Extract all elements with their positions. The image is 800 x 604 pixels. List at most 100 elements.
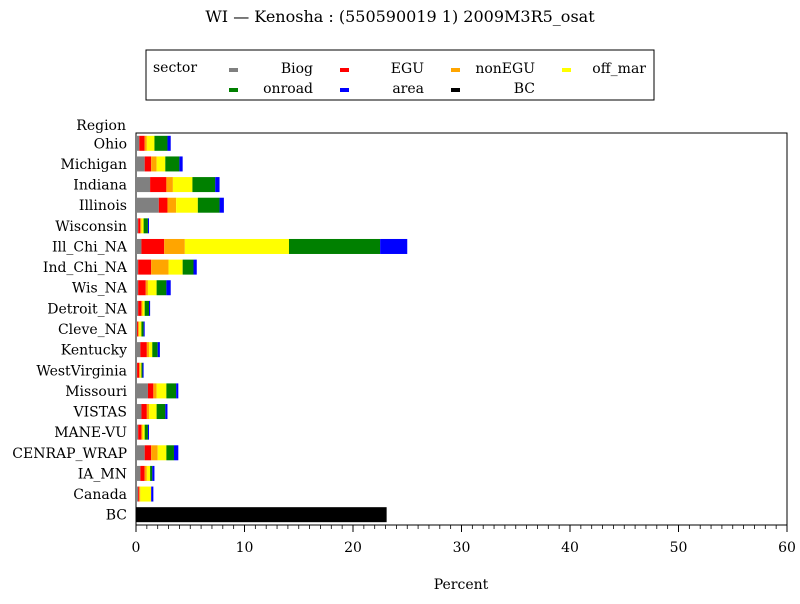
bar-westvirginia-off-mar (140, 362, 142, 378)
bar-canada-nonegu (139, 486, 141, 502)
x-tick-label-30: 30 (453, 540, 471, 556)
bar-illinois-egu (158, 197, 168, 213)
bar-ia-mn-egu (140, 465, 145, 481)
chart-title: WI — Kenosha : (550590019 1) 2009M3R5_os… (205, 7, 595, 26)
bar-canada-area (151, 486, 154, 502)
x-tick-label-20: 20 (344, 540, 362, 556)
bar-wis-na-egu (138, 280, 146, 296)
bar-vistas-biog (136, 404, 142, 420)
y-axis-label: Region (76, 118, 126, 134)
bar-wisconsin-onroad (143, 218, 148, 234)
bar-cenrap-wrap-biog (136, 445, 145, 461)
bar-illinois-nonegu (167, 197, 177, 213)
bar-detroit-na-onroad (144, 300, 150, 316)
bar-wisconsin-nonegu (140, 218, 142, 234)
bar-ill-chi-na-off-mar (184, 238, 289, 254)
bar-kentucky-biog (136, 342, 141, 358)
bar-indiana-biog (136, 177, 151, 193)
bar-ill-chi-na-egu (141, 238, 165, 254)
bar-ia-mn-onroad (150, 465, 153, 481)
bar-missouri-area (176, 383, 179, 399)
bar-wis-na-biog (136, 280, 139, 296)
bar-ohio-off-mar (146, 135, 155, 151)
bar-cleve-na-onroad (141, 321, 144, 337)
bar-missouri-onroad (166, 383, 177, 399)
y-tick-label-ind-chi-na: Ind_Chi_NA (43, 260, 128, 276)
legend-swatch-nonegu (451, 68, 460, 72)
y-tick-label-indiana: Indiana (73, 178, 127, 194)
bar-ind-chi-na-egu (138, 259, 152, 275)
bar-wisconsin-egu (138, 218, 141, 234)
legend-label-bc: BC (514, 81, 535, 97)
bar-missouri-biog (136, 383, 148, 399)
bar-mane-vu-egu (138, 424, 142, 440)
bar-cenrap-wrap-egu (144, 445, 152, 461)
bar-mane-vu-nonegu (141, 424, 143, 440)
y-tick-label-illinois: Illinois (79, 198, 127, 214)
bar-wis-na-off-mar (147, 280, 157, 296)
bar-detroit-na-egu (138, 300, 142, 316)
bar-indiana-onroad (192, 177, 216, 193)
bar-wis-na-area (166, 280, 171, 296)
x-tick-label-10: 10 (236, 540, 254, 556)
bar-ohio-onroad (154, 135, 168, 151)
legend-swatch-area (340, 88, 349, 92)
bar-illinois-onroad (197, 197, 220, 213)
y-tick-label-michigan: Michigan (61, 157, 127, 173)
y-tick-label-cleve-na: Cleve_NA (58, 322, 128, 338)
legend-label-nonegu: nonEGU (475, 61, 535, 77)
bar-cenrap-wrap-nonegu (151, 445, 158, 461)
bar-michigan-egu (144, 156, 152, 172)
bar-indiana-off-mar (172, 177, 193, 193)
legend-title: sector (153, 60, 197, 76)
bar-ind-chi-na-off-mar (168, 259, 183, 275)
bar-vistas-nonegu (146, 404, 150, 420)
y-tick-label-ia-mn: IA_MN (78, 466, 127, 482)
bar-cleve-na-off-mar (139, 321, 142, 337)
y-tick-label-canada: Canada (73, 487, 127, 503)
x-tick-label-0: 0 (132, 540, 141, 556)
bar-indiana-nonegu (166, 177, 173, 193)
bar-illinois-area (219, 197, 224, 213)
bar-canada-egu (138, 486, 140, 502)
bar-westvirginia-biog (136, 362, 138, 378)
bar-ill-chi-na-biog (136, 238, 142, 254)
y-tick-label-wis-na: Wis_NA (72, 281, 128, 297)
bar-ia-mn-off-mar (146, 465, 151, 481)
legend-swatch-biog (229, 68, 238, 72)
legend-label-off-mar: off_mar (592, 61, 646, 77)
bar-wisconsin-area (147, 218, 150, 234)
bar-michigan-biog (136, 156, 145, 172)
bar-vistas-off-mar (149, 404, 157, 420)
bar-mane-vu-biog (136, 424, 139, 440)
bar-ill-chi-na-onroad (288, 238, 381, 254)
bar-cleve-na-egu (137, 321, 139, 337)
bar-missouri-egu (147, 383, 154, 399)
bar-missouri-off-mar (156, 383, 167, 399)
bar-ill-chi-na-area (380, 238, 408, 254)
bar-kentucky-nonegu (146, 342, 150, 358)
y-tick-label-kentucky: Kentucky (61, 343, 127, 359)
y-tick-label-ill-chi-na: Ill_Chi_NA (52, 239, 128, 255)
bar-ohio-nonegu (144, 135, 147, 151)
legend-label-area: area (392, 81, 424, 97)
y-tick-label-mane-vu: MANE-VU (54, 425, 127, 441)
bar-ohio-biog (136, 135, 140, 151)
bar-wis-na-onroad (156, 280, 167, 296)
bar-westvirginia-egu (137, 362, 140, 378)
bar-wisconsin-off-mar (141, 218, 144, 234)
bar-cenrap-wrap-area (173, 445, 179, 461)
legend-swatch-egu (340, 68, 349, 72)
bar-cleve-na-area (143, 321, 145, 337)
x-axis-label: Percent (434, 577, 489, 593)
bar-wis-na-nonegu (145, 280, 148, 296)
bar-cenrap-wrap-off-mar (157, 445, 167, 461)
bar-detroit-na-area (149, 300, 151, 316)
bar-canada-off-mar (140, 486, 152, 502)
y-tick-label-missouri: Missouri (65, 384, 127, 400)
bar-indiana-area (215, 177, 220, 193)
legend-label-egu: EGU (391, 61, 424, 77)
bar-michigan-nonegu (151, 156, 157, 172)
bar-westvirginia-onroad (141, 362, 143, 378)
